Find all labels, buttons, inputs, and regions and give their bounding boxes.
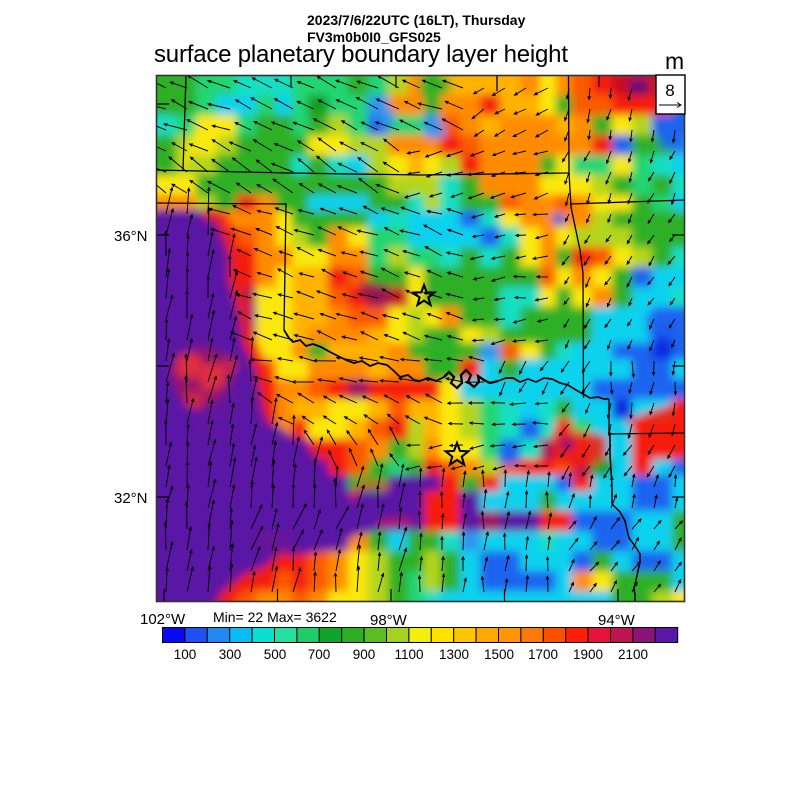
svg-text:1700: 1700: [528, 647, 558, 662]
svg-text:500: 500: [264, 647, 287, 662]
svg-text:8: 8: [665, 81, 674, 100]
svg-text:300: 300: [219, 647, 242, 662]
svg-text:700: 700: [308, 647, 331, 662]
svg-text:1500: 1500: [484, 647, 514, 662]
svg-text:2100: 2100: [618, 647, 648, 662]
svg-text:900: 900: [353, 647, 376, 662]
svg-text:100: 100: [174, 647, 197, 662]
svg-text:1300: 1300: [439, 647, 469, 662]
svg-text:1100: 1100: [394, 647, 423, 662]
svg-text:1900: 1900: [573, 647, 603, 662]
